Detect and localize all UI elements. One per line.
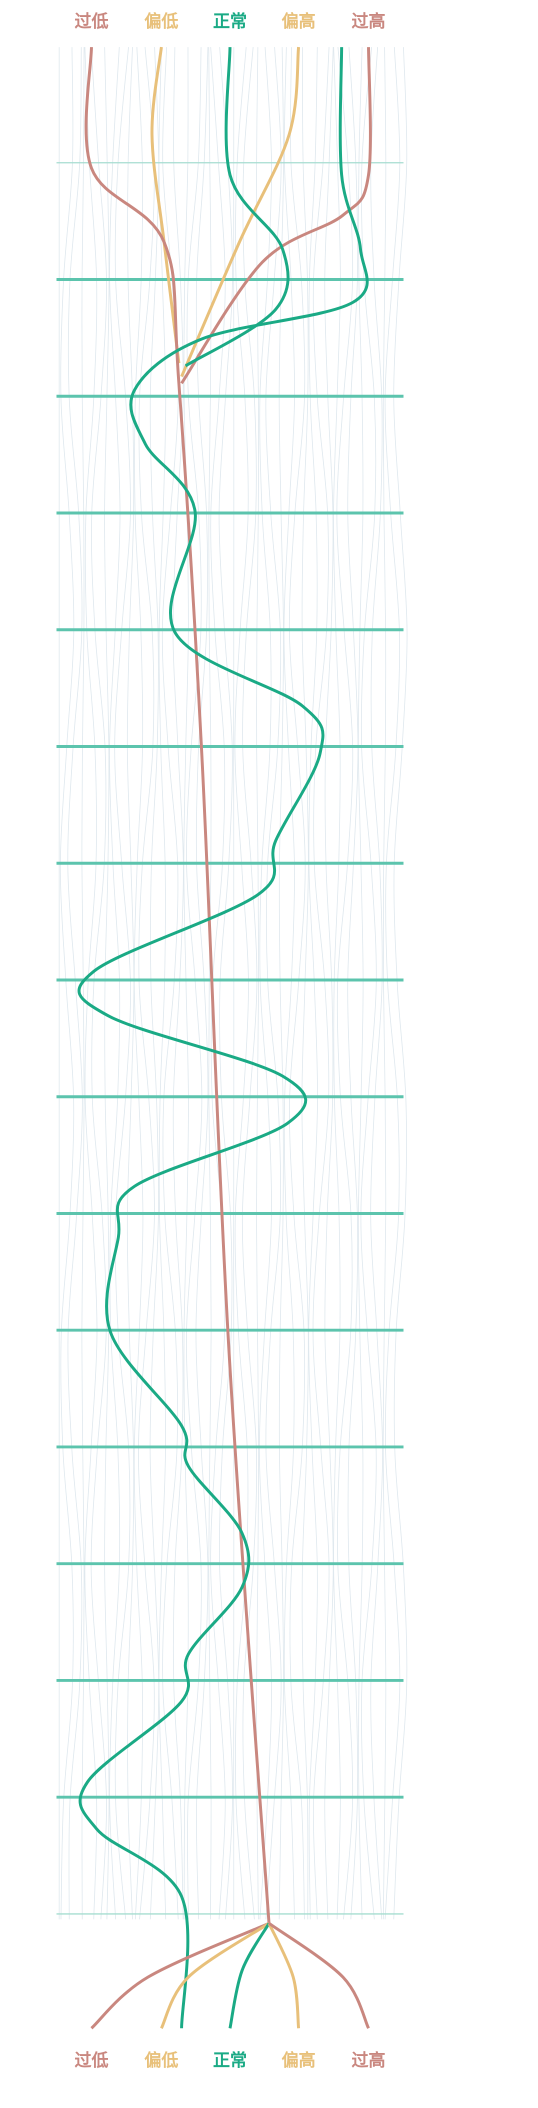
bottom-label: 正常 [213, 2050, 247, 2071]
texture-line [288, 47, 306, 1920]
texture-line [67, 47, 83, 1920]
texture-line [114, 47, 131, 1920]
plot [56, 46, 408, 2030]
top-label: 偏高 [282, 11, 316, 32]
top-label: 偏低 [144, 11, 178, 32]
texture-line [382, 47, 387, 1920]
texture-line [283, 47, 295, 1920]
flow-line [77, 47, 369, 2029]
texture-line [258, 47, 272, 1920]
flow-line [84, 47, 271, 1924]
texture-line [347, 47, 359, 1920]
texture-line [104, 47, 110, 1920]
flow-line [228, 1922, 271, 2029]
texture-line [59, 47, 75, 1920]
flow-line [90, 1921, 270, 2030]
texture-line [149, 47, 160, 1920]
texture-line [278, 47, 284, 1920]
texture-line [357, 47, 364, 1920]
texture-line [308, 47, 318, 1920]
texture-line [301, 47, 309, 1920]
bottom-label: 过高 [352, 2050, 386, 2071]
texture-line [84, 47, 98, 1920]
texture-line [393, 47, 408, 1920]
texture-line [195, 47, 209, 1920]
bottom-label: 偏低 [144, 2050, 178, 2071]
flow-line [267, 1922, 301, 2029]
texture-line [158, 47, 167, 1920]
top-label: 正常 [213, 11, 247, 32]
texture-line [208, 47, 212, 1920]
texture-line [360, 47, 377, 1920]
top-label: 过高 [352, 11, 386, 32]
texture-line [256, 47, 260, 1920]
texture-line [324, 47, 334, 1920]
bottom-label: 偏高 [282, 2050, 316, 2071]
flow-line [150, 46, 181, 364]
texture-line [109, 47, 121, 1920]
texture-line [234, 47, 249, 1920]
flow-line [160, 1922, 270, 2029]
texture-line [183, 47, 189, 1920]
top-label: 过低 [74, 11, 108, 32]
texture-line [241, 47, 258, 1920]
texture-line [265, 47, 282, 1920]
texture-line [336, 47, 354, 1920]
texture-line [172, 47, 184, 1920]
flow-line [184, 47, 290, 368]
texture-line [312, 47, 330, 1920]
texture-line [133, 47, 144, 1920]
flow-line [180, 46, 301, 378]
texture-line [384, 47, 401, 1920]
flow-line [180, 47, 372, 385]
texture-line [333, 47, 341, 1920]
texture-line [138, 47, 155, 1920]
texture-line [370, 47, 384, 1920]
bottom-label: 过低 [74, 2050, 108, 2071]
texture-line [218, 47, 233, 1920]
texture-line [90, 47, 107, 1920]
flow-line [268, 1922, 370, 2029]
